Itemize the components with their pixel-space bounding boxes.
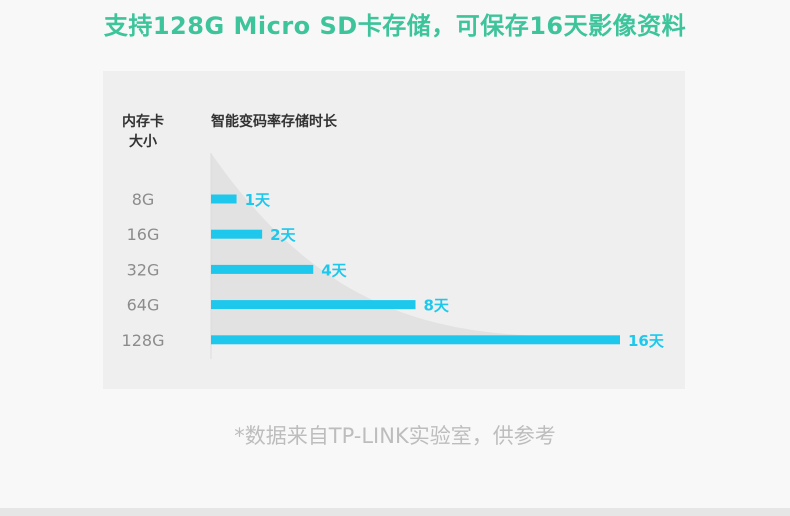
category-label: 32G: [127, 260, 160, 279]
value-label: 4天: [321, 261, 347, 279]
category-label: 8G: [132, 190, 155, 209]
curve-area: [211, 153, 620, 337]
value-label: 16天: [628, 332, 665, 350]
value-label: 2天: [270, 226, 296, 244]
value-label: 8天: [424, 297, 450, 315]
bar: [211, 335, 620, 345]
category-header-line: 内存卡: [122, 113, 164, 130]
bar: [211, 264, 314, 274]
headline: 支持128G Micro SD卡存储，可保存16天影像资料: [103, 12, 687, 40]
category-label: 128G: [122, 331, 165, 350]
bar: [211, 300, 416, 310]
category-label: 16G: [127, 225, 160, 244]
value-label: 1天: [245, 191, 271, 209]
chart-panel: 内存卡大小 智能变码率存储时长 8G 1天 16G 2天 32G 4天 64G 8天 128G 16天: [103, 71, 685, 389]
bar: [211, 229, 263, 239]
category-label: 64G: [127, 296, 160, 315]
value-header: 智能变码率存储时长: [210, 113, 338, 130]
footnote: *数据来自TP-LINK实验室，供参考: [234, 424, 556, 448]
bar: [211, 194, 237, 204]
category-header-line: 大小: [129, 133, 157, 150]
bottom-divider: [0, 508, 790, 516]
